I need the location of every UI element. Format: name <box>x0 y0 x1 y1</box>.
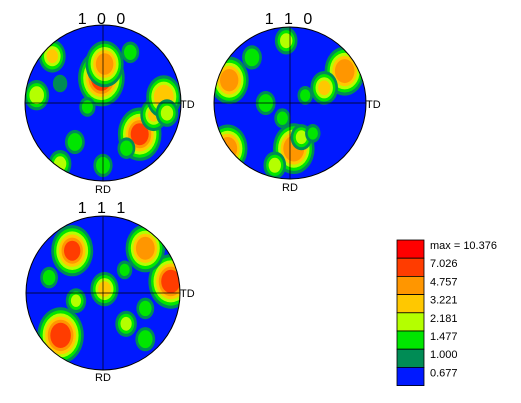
intensity-peak <box>85 40 124 88</box>
contour-layer <box>25 39 181 178</box>
td-label: TD <box>180 99 195 111</box>
contour-band <box>63 240 81 261</box>
contour-layer <box>37 224 180 364</box>
contour-band <box>280 33 293 49</box>
legend-swatch <box>396 294 425 314</box>
intensity-peak <box>305 123 321 143</box>
intensity-peak <box>52 74 68 93</box>
contour-band <box>334 59 355 84</box>
contour-band <box>42 269 56 286</box>
contour-band <box>81 100 93 114</box>
intensity-peak <box>117 137 136 159</box>
intensity-peak <box>274 27 298 55</box>
contour-band <box>130 123 149 146</box>
intensity-peak <box>136 297 155 320</box>
intensity-peak <box>38 39 66 73</box>
intensity-peak <box>135 327 156 352</box>
intensity-peak <box>263 151 287 179</box>
legend-label: 3.221 <box>430 295 458 307</box>
intensity-peak <box>214 124 248 173</box>
contour-band <box>300 89 311 102</box>
contour-band <box>318 80 331 96</box>
contour-band <box>46 49 58 64</box>
contour-band <box>50 322 71 348</box>
intensity-peak <box>116 260 133 280</box>
contour-band <box>220 69 239 92</box>
legend-label: 2.181 <box>430 313 458 325</box>
intensity-peak <box>148 254 180 309</box>
intensity-peak <box>115 310 137 337</box>
contour-band <box>120 140 133 156</box>
intensity-peak <box>37 307 84 364</box>
intensity-peak <box>121 41 140 64</box>
legend-label: 0.677 <box>430 367 458 379</box>
legend-swatch <box>396 366 425 386</box>
contour-band <box>276 111 288 125</box>
intensity-peak <box>155 99 179 127</box>
contour-band <box>70 294 82 307</box>
pole-figure-title: 1 1 0 <box>265 11 316 28</box>
td-label: TD <box>366 99 381 111</box>
contour-band <box>53 156 67 172</box>
intensity-peak <box>65 129 85 155</box>
intensity-peak <box>48 150 72 178</box>
legend-swatch <box>396 257 425 277</box>
contour-band <box>29 86 44 105</box>
pole-figure-100: 1 0 0 TD RD <box>24 11 195 196</box>
intensity-peak <box>125 224 165 273</box>
legend-label: max = 10.376 <box>430 240 497 252</box>
intensity-peak <box>90 271 119 307</box>
intensity-peak <box>40 266 58 289</box>
legend-swatch <box>396 275 425 295</box>
intensity-peak <box>65 288 87 314</box>
legend-label: 7.026 <box>430 258 458 270</box>
pole-figure-110: 1 1 0 TD RD <box>213 11 381 194</box>
contour-band <box>98 281 111 297</box>
intensity-peak <box>274 108 291 129</box>
contour-band <box>95 53 114 75</box>
contour-band <box>139 300 152 317</box>
rd-label: RD <box>95 184 111 196</box>
pole-figure-outline <box>25 215 181 371</box>
contour-band <box>244 48 260 67</box>
legend-swatch <box>396 348 425 368</box>
pole-figure-title: 1 0 0 <box>78 11 129 28</box>
intensity-peak <box>79 97 96 117</box>
intensity-peak <box>214 56 249 104</box>
intensity-peak <box>297 86 313 105</box>
contour-band <box>67 133 83 151</box>
intensity-peak <box>51 225 94 277</box>
td-label: TD <box>180 288 195 300</box>
legend-swatch <box>396 312 425 332</box>
contour-band <box>120 316 132 331</box>
contour-band <box>138 330 153 349</box>
contour-band <box>307 127 318 140</box>
contour-band <box>295 130 307 145</box>
contour-band <box>135 236 155 260</box>
pole-figure-title: 1 1 1 <box>78 200 129 217</box>
intensity-peak <box>310 71 339 105</box>
contour-band <box>218 137 238 161</box>
legend-swatch <box>396 239 425 259</box>
pole-figure-outline <box>213 26 367 180</box>
rd-label: RD <box>282 182 298 194</box>
legend-swatch <box>396 330 425 350</box>
pole-figure-111: 1 1 1 TD RD <box>25 200 195 384</box>
contour-band <box>124 44 137 60</box>
legend-label: 4.757 <box>430 276 458 288</box>
intensity-peak <box>242 45 262 70</box>
pole-figure-outline <box>24 24 182 182</box>
rd-label: RD <box>95 372 111 384</box>
contour-band <box>161 269 180 294</box>
intensity-legend: max = 10.376 7.026 4.757 3.221 2.181 1.477 1.0… <box>396 239 497 386</box>
legend-label: 1.477 <box>430 331 458 343</box>
contour-band <box>160 105 174 121</box>
contour-band <box>52 74 68 93</box>
contour-band <box>119 263 130 277</box>
contour-band <box>268 157 281 173</box>
legend-label: 1.000 <box>430 349 458 361</box>
intensity-peak <box>25 80 50 111</box>
